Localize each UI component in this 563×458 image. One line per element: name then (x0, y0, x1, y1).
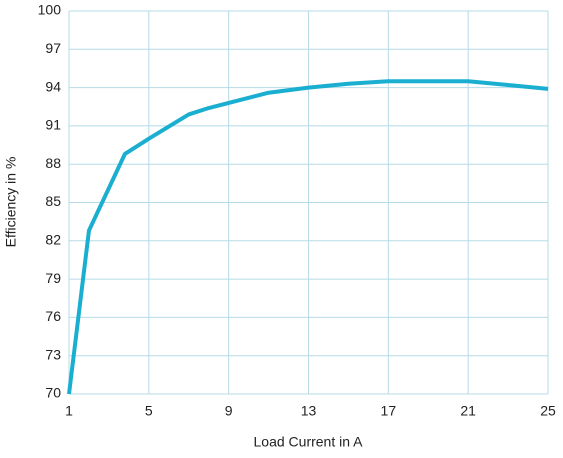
y-tick-label: 85 (45, 193, 61, 209)
x-tick-label: 25 (540, 403, 556, 419)
x-axis-label: Load Current in A (254, 434, 364, 450)
y-tick-label: 76 (45, 308, 61, 324)
y-tick-label: 97 (45, 40, 61, 56)
x-tick-label: 13 (301, 403, 317, 419)
y-tick-label: 82 (45, 232, 61, 248)
x-tick-label: 9 (225, 403, 233, 419)
x-tick-label: 17 (381, 403, 397, 419)
y-tick-label: 70 (45, 385, 61, 401)
x-tick-label: 5 (145, 403, 153, 419)
x-tick-label: 21 (460, 403, 476, 419)
y-tick-label: 73 (45, 346, 61, 362)
y-tick-label: 91 (45, 117, 61, 133)
y-tick-label: 88 (45, 155, 61, 171)
y-axis-label: Efficiency in % (3, 157, 19, 248)
x-tick-label: 1 (65, 403, 73, 419)
line (67, 79, 549, 395)
y-tick-label: 94 (45, 78, 61, 94)
y-tick-label: 100 (38, 2, 62, 18)
y-tick-label: 79 (45, 270, 61, 286)
